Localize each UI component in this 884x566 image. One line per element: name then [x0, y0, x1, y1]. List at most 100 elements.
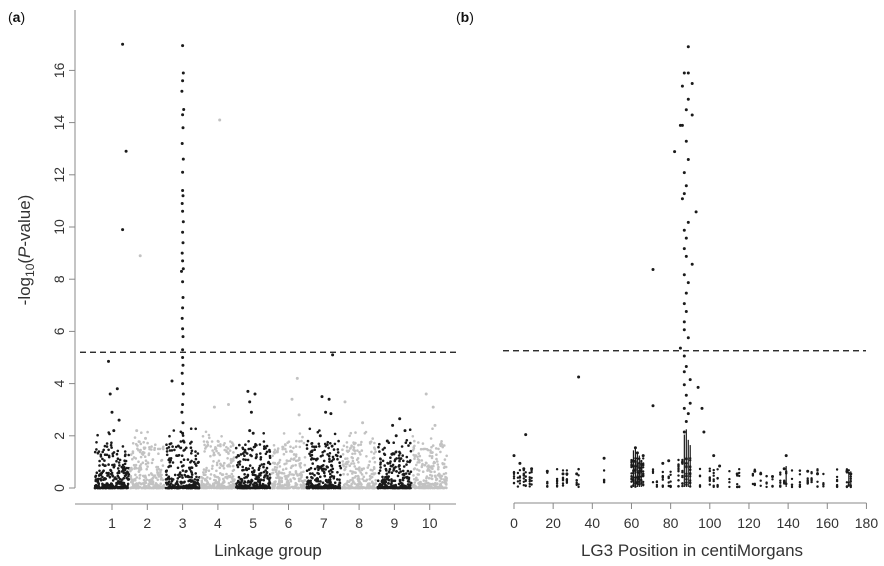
- snp-point-a: [350, 462, 353, 465]
- snp-point-a: [338, 464, 342, 468]
- snp-point-a: [175, 480, 179, 483]
- snp-point-a: [277, 482, 281, 485]
- snp-point-a: [358, 482, 361, 486]
- snp-point-a: [110, 441, 113, 445]
- snp-point-a: [285, 486, 289, 489]
- snp-point-a: [211, 464, 214, 468]
- snp-point-a: [292, 446, 295, 450]
- snp-point-a: [180, 474, 183, 477]
- snp-point-a: [264, 452, 268, 456]
- snp-point-a: [121, 228, 125, 232]
- snp-point-a: [373, 441, 376, 445]
- snp-point-a: [136, 483, 139, 486]
- snp-point-a: [211, 449, 214, 452]
- snp-point-a: [107, 454, 111, 458]
- snp-point-a: [285, 480, 289, 484]
- snp-point-a: [180, 269, 183, 273]
- snp-point-a: [262, 432, 266, 435]
- snp-point-a: [231, 444, 235, 447]
- snp-point-a: [132, 478, 136, 482]
- snp-point-a: [344, 465, 348, 469]
- snp-point-a: [440, 486, 444, 489]
- snp-point-b: [518, 482, 522, 485]
- snp-point-a: [273, 452, 276, 455]
- snp-point-b: [565, 469, 569, 472]
- snp-point-a: [107, 463, 110, 466]
- snp-point-a: [310, 442, 313, 445]
- snp-point-a: [137, 467, 140, 470]
- snp-point-a: [105, 442, 109, 445]
- snp-point-a: [222, 467, 226, 470]
- snp-point-a: [103, 444, 107, 448]
- snp-point-a: [118, 464, 121, 467]
- snp-point-a: [339, 455, 343, 458]
- x-tick-label-b: 0: [510, 515, 518, 531]
- snp-point-a: [180, 142, 184, 145]
- snp-point-a: [167, 486, 170, 490]
- snp-point-a: [294, 470, 298, 473]
- snp-point-b: [577, 485, 580, 489]
- snp-point-a: [181, 267, 185, 271]
- snp-point-a: [138, 254, 142, 258]
- snp-point-b: [545, 469, 549, 473]
- snp-point-a: [318, 434, 322, 438]
- snp-point-a: [143, 447, 146, 451]
- snp-point-a: [259, 458, 263, 461]
- x-tick-label-b: 160: [816, 515, 840, 531]
- snp-point-a: [445, 454, 449, 458]
- snp-point-a: [202, 485, 206, 488]
- snp-point-b: [712, 479, 715, 483]
- snp-point-b: [682, 320, 686, 324]
- snp-point-b: [712, 478, 715, 481]
- snp-point-a: [94, 474, 98, 478]
- snp-point-a: [194, 462, 197, 466]
- snp-point-a: [440, 477, 443, 481]
- snp-point-a: [116, 449, 120, 453]
- snp-point-a: [197, 486, 201, 490]
- snp-point-b: [655, 485, 659, 488]
- snp-point-a: [318, 429, 321, 432]
- snp-point-a: [439, 483, 443, 487]
- snp-point-a: [145, 478, 148, 482]
- snp-point-a: [93, 450, 97, 454]
- snp-point-a: [159, 470, 162, 474]
- snp-point-a: [387, 482, 390, 485]
- snp-point-a: [437, 447, 440, 451]
- snp-point-a: [110, 410, 114, 414]
- x-tick-label-a: 10: [422, 515, 438, 531]
- snp-point-a: [376, 479, 380, 483]
- snp-point-a: [402, 459, 405, 463]
- snp-point-a: [181, 335, 185, 339]
- snp-point-a: [321, 481, 325, 485]
- snp-point-a: [407, 480, 411, 483]
- snp-point-a: [189, 485, 193, 488]
- snp-point-a: [430, 445, 433, 449]
- snp-point-a: [436, 486, 440, 490]
- snp-point-a: [407, 444, 410, 447]
- snp-point-b: [728, 477, 731, 481]
- snp-point-b: [677, 458, 680, 462]
- snp-point-b: [736, 483, 739, 486]
- snp-point-b: [678, 346, 682, 350]
- snp-point-a: [409, 449, 413, 453]
- snp-point-a: [149, 482, 153, 486]
- snp-point-a: [181, 79, 185, 83]
- snp-point-a: [243, 448, 247, 452]
- snp-point-a: [323, 474, 327, 478]
- snp-point-b: [678, 123, 682, 127]
- snp-point-a: [133, 485, 136, 489]
- snp-point-a: [189, 480, 193, 483]
- snp-point-a: [381, 478, 385, 481]
- snp-point-a: [324, 410, 328, 414]
- snp-point-b: [661, 478, 664, 481]
- snp-point-a: [177, 445, 180, 448]
- snp-point-a: [219, 472, 222, 475]
- snp-point-a: [319, 455, 323, 458]
- x-tick-label-b: 100: [698, 515, 722, 531]
- snp-point-a: [165, 473, 168, 477]
- snp-point-a: [417, 482, 421, 486]
- snp-point-a: [165, 469, 168, 473]
- snp-point-a: [150, 480, 153, 483]
- snp-point-b: [738, 485, 741, 488]
- snp-point-a: [226, 477, 229, 480]
